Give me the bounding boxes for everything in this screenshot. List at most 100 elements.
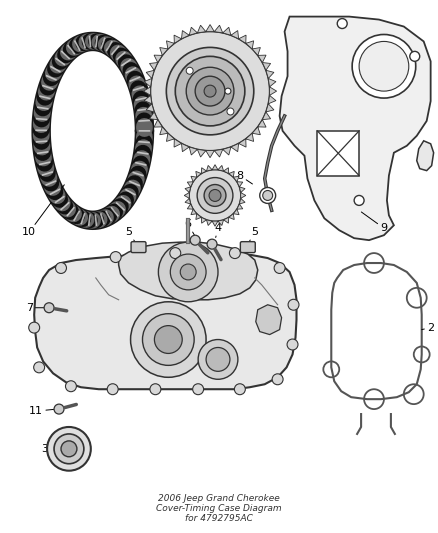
- Polygon shape: [160, 47, 168, 55]
- Polygon shape: [269, 87, 277, 95]
- Polygon shape: [166, 133, 174, 141]
- Circle shape: [189, 169, 241, 221]
- Polygon shape: [266, 104, 274, 112]
- Circle shape: [155, 326, 182, 353]
- Circle shape: [44, 303, 54, 313]
- Polygon shape: [318, 131, 359, 175]
- Circle shape: [54, 434, 84, 464]
- Polygon shape: [119, 242, 258, 300]
- Polygon shape: [144, 78, 152, 87]
- Text: 2: 2: [422, 322, 434, 333]
- Polygon shape: [191, 209, 197, 215]
- Polygon shape: [212, 221, 218, 226]
- Circle shape: [55, 93, 131, 168]
- Circle shape: [34, 362, 45, 373]
- Circle shape: [186, 67, 234, 115]
- Polygon shape: [154, 120, 162, 127]
- Polygon shape: [189, 27, 198, 35]
- Polygon shape: [206, 25, 214, 31]
- Polygon shape: [206, 151, 214, 158]
- Polygon shape: [279, 17, 431, 240]
- Polygon shape: [223, 168, 229, 174]
- Text: 9: 9: [361, 212, 388, 233]
- Circle shape: [209, 190, 221, 201]
- Circle shape: [131, 302, 206, 377]
- Circle shape: [47, 427, 91, 471]
- Text: 4: 4: [215, 223, 222, 238]
- Circle shape: [180, 264, 196, 280]
- Circle shape: [260, 188, 276, 204]
- Polygon shape: [181, 30, 189, 39]
- Polygon shape: [268, 95, 276, 104]
- Polygon shape: [154, 55, 162, 62]
- Circle shape: [193, 384, 204, 394]
- FancyBboxPatch shape: [240, 241, 255, 253]
- Circle shape: [207, 239, 217, 249]
- Polygon shape: [149, 62, 158, 70]
- Circle shape: [198, 340, 238, 379]
- Polygon shape: [223, 217, 229, 223]
- Circle shape: [288, 300, 299, 310]
- Polygon shape: [185, 198, 191, 204]
- Polygon shape: [184, 192, 189, 198]
- Polygon shape: [246, 41, 254, 49]
- Polygon shape: [189, 147, 198, 155]
- Polygon shape: [240, 187, 245, 192]
- Text: 2006 Jeep Grand Cherokee
Cover-Timing Case Diagram
for 4792795AC: 2006 Jeep Grand Cherokee Cover-Timing Ca…: [156, 494, 282, 523]
- Text: 10: 10: [22, 185, 64, 237]
- Circle shape: [150, 384, 161, 394]
- Polygon shape: [146, 70, 154, 78]
- Circle shape: [190, 235, 200, 245]
- Polygon shape: [206, 165, 212, 171]
- Circle shape: [175, 56, 245, 126]
- Circle shape: [65, 381, 76, 392]
- Circle shape: [110, 252, 121, 263]
- Polygon shape: [191, 176, 197, 182]
- Circle shape: [272, 374, 283, 385]
- Circle shape: [234, 384, 245, 394]
- Polygon shape: [218, 220, 223, 225]
- Polygon shape: [149, 112, 158, 120]
- Polygon shape: [237, 204, 243, 209]
- Circle shape: [170, 254, 206, 290]
- Polygon shape: [198, 25, 206, 33]
- Circle shape: [227, 108, 234, 115]
- Circle shape: [352, 35, 416, 98]
- Circle shape: [61, 441, 77, 457]
- Polygon shape: [229, 214, 234, 220]
- Polygon shape: [174, 35, 181, 43]
- Text: 3: 3: [42, 444, 56, 454]
- Circle shape: [263, 190, 273, 200]
- Polygon shape: [229, 172, 234, 177]
- Polygon shape: [187, 204, 193, 209]
- Circle shape: [225, 88, 231, 94]
- Polygon shape: [201, 217, 206, 223]
- Polygon shape: [239, 35, 246, 43]
- Circle shape: [359, 42, 409, 91]
- Circle shape: [410, 51, 420, 61]
- Polygon shape: [252, 127, 260, 135]
- Circle shape: [186, 67, 193, 74]
- Polygon shape: [187, 182, 193, 187]
- Circle shape: [206, 348, 230, 372]
- FancyBboxPatch shape: [131, 241, 146, 253]
- Polygon shape: [252, 47, 260, 55]
- Circle shape: [29, 322, 40, 333]
- Polygon shape: [160, 127, 168, 135]
- Polygon shape: [196, 172, 201, 177]
- Polygon shape: [144, 95, 152, 104]
- Circle shape: [195, 76, 225, 106]
- Text: 5: 5: [249, 227, 258, 242]
- Circle shape: [337, 19, 347, 29]
- Polygon shape: [262, 112, 271, 120]
- Polygon shape: [218, 165, 223, 171]
- Polygon shape: [231, 30, 239, 39]
- Circle shape: [166, 47, 254, 135]
- Polygon shape: [174, 139, 181, 147]
- Circle shape: [354, 196, 364, 205]
- Text: 8: 8: [237, 171, 252, 184]
- Text: 7: 7: [26, 303, 46, 313]
- Polygon shape: [237, 182, 243, 187]
- Polygon shape: [233, 209, 239, 215]
- Circle shape: [142, 314, 194, 365]
